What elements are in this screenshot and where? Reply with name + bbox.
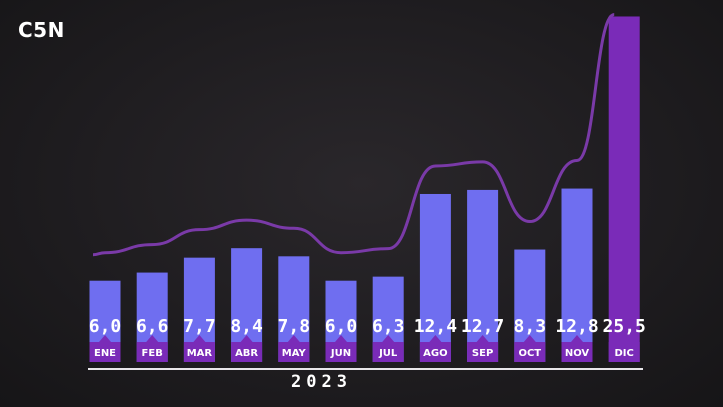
month-label-sep: SEP [472,348,493,359]
month-band-mar [183,335,215,362]
value-label-ago: 12,4 [414,316,458,337]
c5n-logo: C5N [18,18,65,42]
labels-layer: 6,0 ENE 6,6 FEB 7,7 MAR 8,4 ABR 7,8 MAY 6,0 JUN 6,3 J… [89,316,646,359]
month-label-jul: JUL [378,348,398,359]
month-band-ago [419,335,451,362]
month-label-ago: AGO [423,348,447,359]
month-label-mar: MAR [187,348,213,359]
value-label-feb: 6,6 [136,316,169,337]
x-axis-line [88,368,643,370]
month-label-may: MAY [282,348,307,359]
value-label-ene: 6,0 [89,316,122,337]
value-label-oct: 8,3 [514,316,547,337]
year-label: 2023 [291,372,352,392]
bar-nov [561,188,593,362]
month-band-jun [325,335,357,362]
value-label-may: 7,8 [278,316,311,337]
month-band-oct [514,335,546,362]
month-label-ene: ENE [94,348,116,359]
value-label-sep: 12,7 [461,316,504,337]
bar-sep [467,189,499,362]
month-label-abr: ABR [235,348,258,359]
month-band-may [278,335,310,362]
bars-layer [89,16,640,362]
value-label-jul: 6,3 [372,316,405,337]
month-band-dic [608,335,640,362]
month-label-dic: DIC [615,348,634,359]
bar-ago [419,193,451,362]
month-label-feb: FEB [142,348,163,359]
trend-line [92,12,615,257]
value-label-abr: 8,4 [230,316,263,337]
value-label-jun: 6,0 [325,316,358,337]
month-label-jun: JUN [330,348,351,359]
value-label-dic: 25,5 [603,316,646,337]
bar-dic [608,16,640,362]
month-label-oct: OCT [518,348,541,359]
month-band-sep [467,335,499,362]
value-label-mar: 7,7 [183,316,216,337]
month-band-feb [136,335,168,362]
month-band-nov [561,335,593,362]
trend-line-layer [92,12,615,257]
month-band-abr [231,335,263,362]
month-band-jul [372,335,404,362]
month-label-nov: NOV [565,348,590,359]
value-label-nov: 12,8 [555,316,598,337]
month-band-ene [89,335,121,362]
